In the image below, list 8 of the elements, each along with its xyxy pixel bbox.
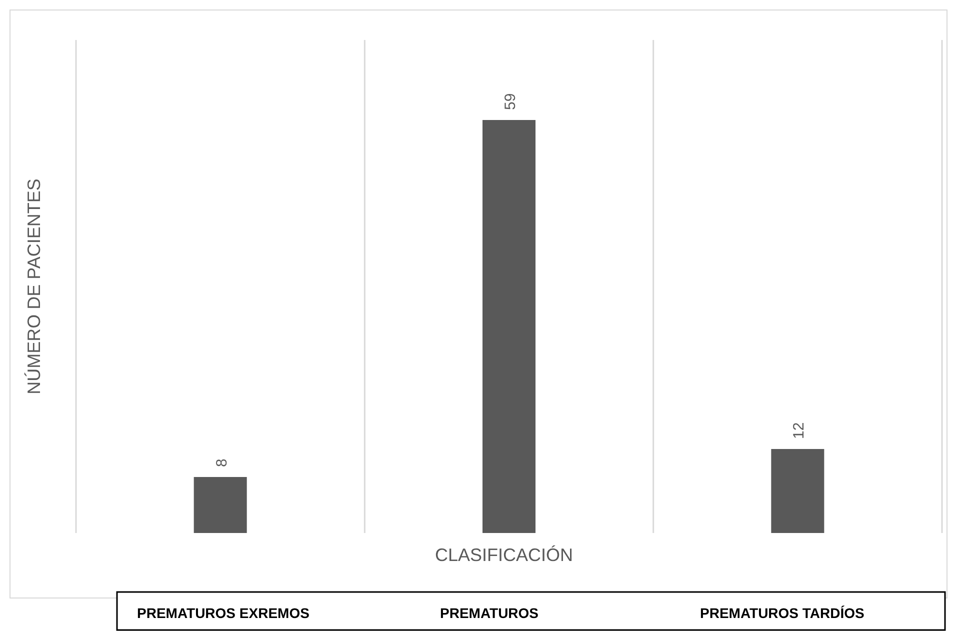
y-axis-title: NÚMERO DE PACIENTES [24, 178, 44, 394]
data-label: 59 [502, 93, 519, 110]
x-tick-label: PREMATUROS TARDÍOS [700, 605, 864, 621]
x-tick-label: PREMATUROS [440, 605, 539, 621]
data-label: 12 [790, 422, 808, 439]
x-tick-label: PREMATUROS EXREMOS [137, 605, 310, 621]
x-axis-title: CLASIFICACIÓN [434, 545, 574, 565]
data-label: 8 [213, 458, 230, 467]
